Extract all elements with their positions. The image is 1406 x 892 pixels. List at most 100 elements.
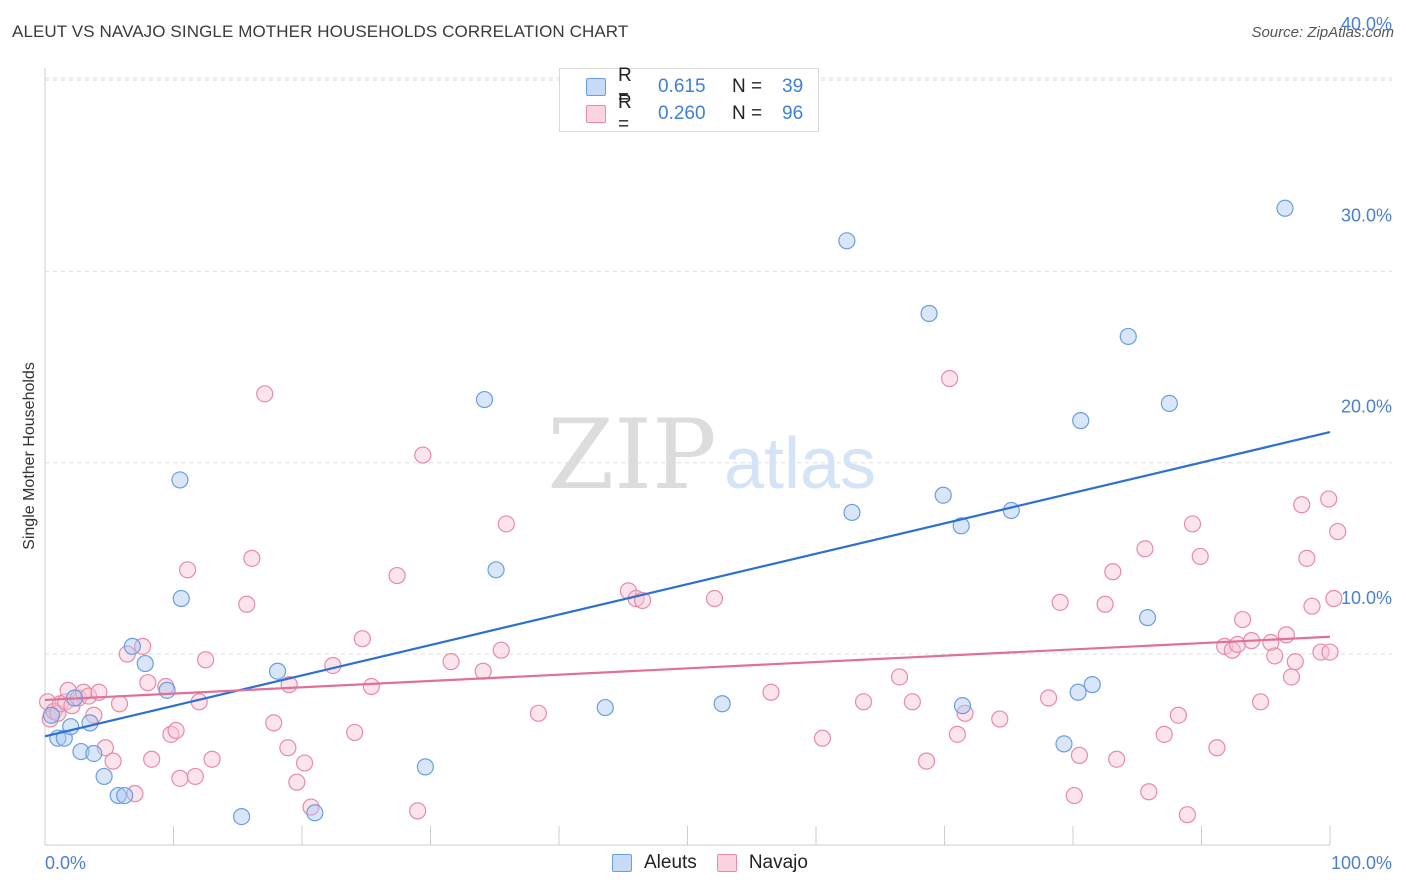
aleut-point [953, 697, 972, 715]
navajo-point [917, 752, 936, 770]
aleut-point [1055, 735, 1073, 753]
x-tick-label-min: 0.0% [45, 853, 86, 873]
navajo-point [1312, 643, 1330, 661]
aleut-point [233, 808, 251, 826]
aleut-point [85, 744, 103, 763]
navajo-point [1039, 689, 1058, 707]
navajo-point [1183, 515, 1202, 533]
navajo-point [388, 566, 406, 585]
aleut-point [487, 561, 505, 579]
navajo-point [497, 515, 515, 533]
legend-r-value: 0.260 [658, 103, 706, 124]
navajo-point [1208, 739, 1226, 757]
series-aleuts [42, 199, 1294, 826]
data-points [38, 199, 1347, 826]
navajo-point [265, 714, 283, 732]
aleut-point [1083, 676, 1101, 694]
y-tick-label: 20.0% [1341, 397, 1392, 417]
bottom-legend-swatch-navajo [716, 854, 737, 872]
axes: 10.0% 20.0% 30.0% 40.0% 0.0% 100.0% [44, 14, 1392, 873]
aleut-point [713, 695, 731, 713]
y-axis-label: Single Mother Households [21, 362, 38, 550]
navajo-point [474, 662, 492, 680]
navajo-point [1104, 563, 1122, 581]
aleut-point [1276, 199, 1294, 217]
y-tick-label: 10.0% [1341, 588, 1392, 608]
navajo-point [353, 630, 371, 648]
navajo-point [104, 752, 122, 770]
aleut-point [306, 804, 324, 822]
navajo-point [854, 693, 873, 711]
aleut-point [843, 503, 861, 522]
bottom-legend-swatch-aleuts [612, 854, 632, 872]
trend-lines [44, 431, 1331, 738]
navajo-point [139, 674, 157, 692]
bottom-legend-label-navajo: Navajo [748, 852, 808, 873]
aleut-point [1160, 394, 1178, 412]
navajo-point [1108, 750, 1126, 768]
aleut-point [268, 662, 287, 680]
navajo-point [890, 668, 909, 686]
navajo-point [1320, 490, 1338, 508]
navajo-point [762, 683, 780, 701]
y-tick-label: 30.0% [1341, 205, 1392, 225]
navajo-point [1065, 786, 1083, 805]
trend-line-aleuts [44, 431, 1331, 738]
navajo-point [1252, 693, 1270, 711]
aleut-point [1072, 412, 1090, 430]
series-navajo [38, 369, 1347, 824]
legend-row-aleuts: R = 0.615 N = 39 [586, 65, 803, 108]
aleut-point [109, 786, 127, 805]
navajo-point [1191, 547, 1209, 566]
navajo-point [80, 687, 98, 705]
navajo-point [238, 595, 256, 613]
navajo-point [324, 656, 342, 675]
navajo-point [991, 710, 1009, 728]
navajo-point [442, 653, 460, 671]
legend-n-label: N = [732, 76, 763, 97]
chart-title: ALEUT VS NAVAJO SINGLE MOTHER HOUSEHOLDS… [12, 22, 629, 41]
navajo-point [529, 704, 548, 722]
navajo-point [1140, 783, 1158, 801]
navajo-point [948, 725, 966, 743]
navajo-point [1298, 549, 1316, 567]
navajo-point [813, 729, 832, 747]
navajo-point [409, 802, 427, 820]
navajo-point [1325, 589, 1343, 608]
navajo-point [171, 769, 189, 787]
legend-r-value: 0.615 [658, 76, 706, 97]
y-tick-label: 40.0% [1341, 14, 1392, 34]
navajo-point [186, 767, 204, 786]
navajo-point [1293, 496, 1311, 514]
navajo-point [179, 561, 197, 579]
navajo-point [1096, 595, 1114, 613]
navajo-point [1321, 643, 1339, 661]
watermark-atlas: atlas [724, 424, 876, 504]
navajo-point [110, 695, 129, 713]
legend-r-label: R = [618, 65, 632, 108]
navajo-point [143, 750, 161, 768]
aleut-point [136, 654, 154, 673]
navajo-point [1286, 653, 1304, 671]
navajo-point [705, 589, 724, 608]
aleut-point [596, 698, 614, 717]
navajo-point [1228, 635, 1247, 654]
legend: R = 0.615 N = 39 R = 0.260 N = 96 [559, 65, 819, 135]
aleut-point [81, 714, 99, 732]
legend-swatch-aleuts [586, 78, 606, 96]
aleut-point [1069, 683, 1087, 701]
navajo-point [903, 693, 921, 711]
navajo-point [1329, 522, 1347, 541]
navajo-point [256, 385, 274, 403]
navajo-point [346, 723, 364, 742]
navajo-point [243, 549, 261, 567]
navajo-point [38, 693, 57, 711]
aleut-point [116, 786, 134, 805]
aleut-point [72, 742, 90, 761]
legend-row-navajo: R = 0.260 N = 96 [586, 92, 803, 135]
navajo-point [362, 677, 380, 696]
navajo-point [203, 750, 221, 768]
legend-n-label: N = [732, 103, 763, 124]
aleut-point [1002, 501, 1020, 520]
